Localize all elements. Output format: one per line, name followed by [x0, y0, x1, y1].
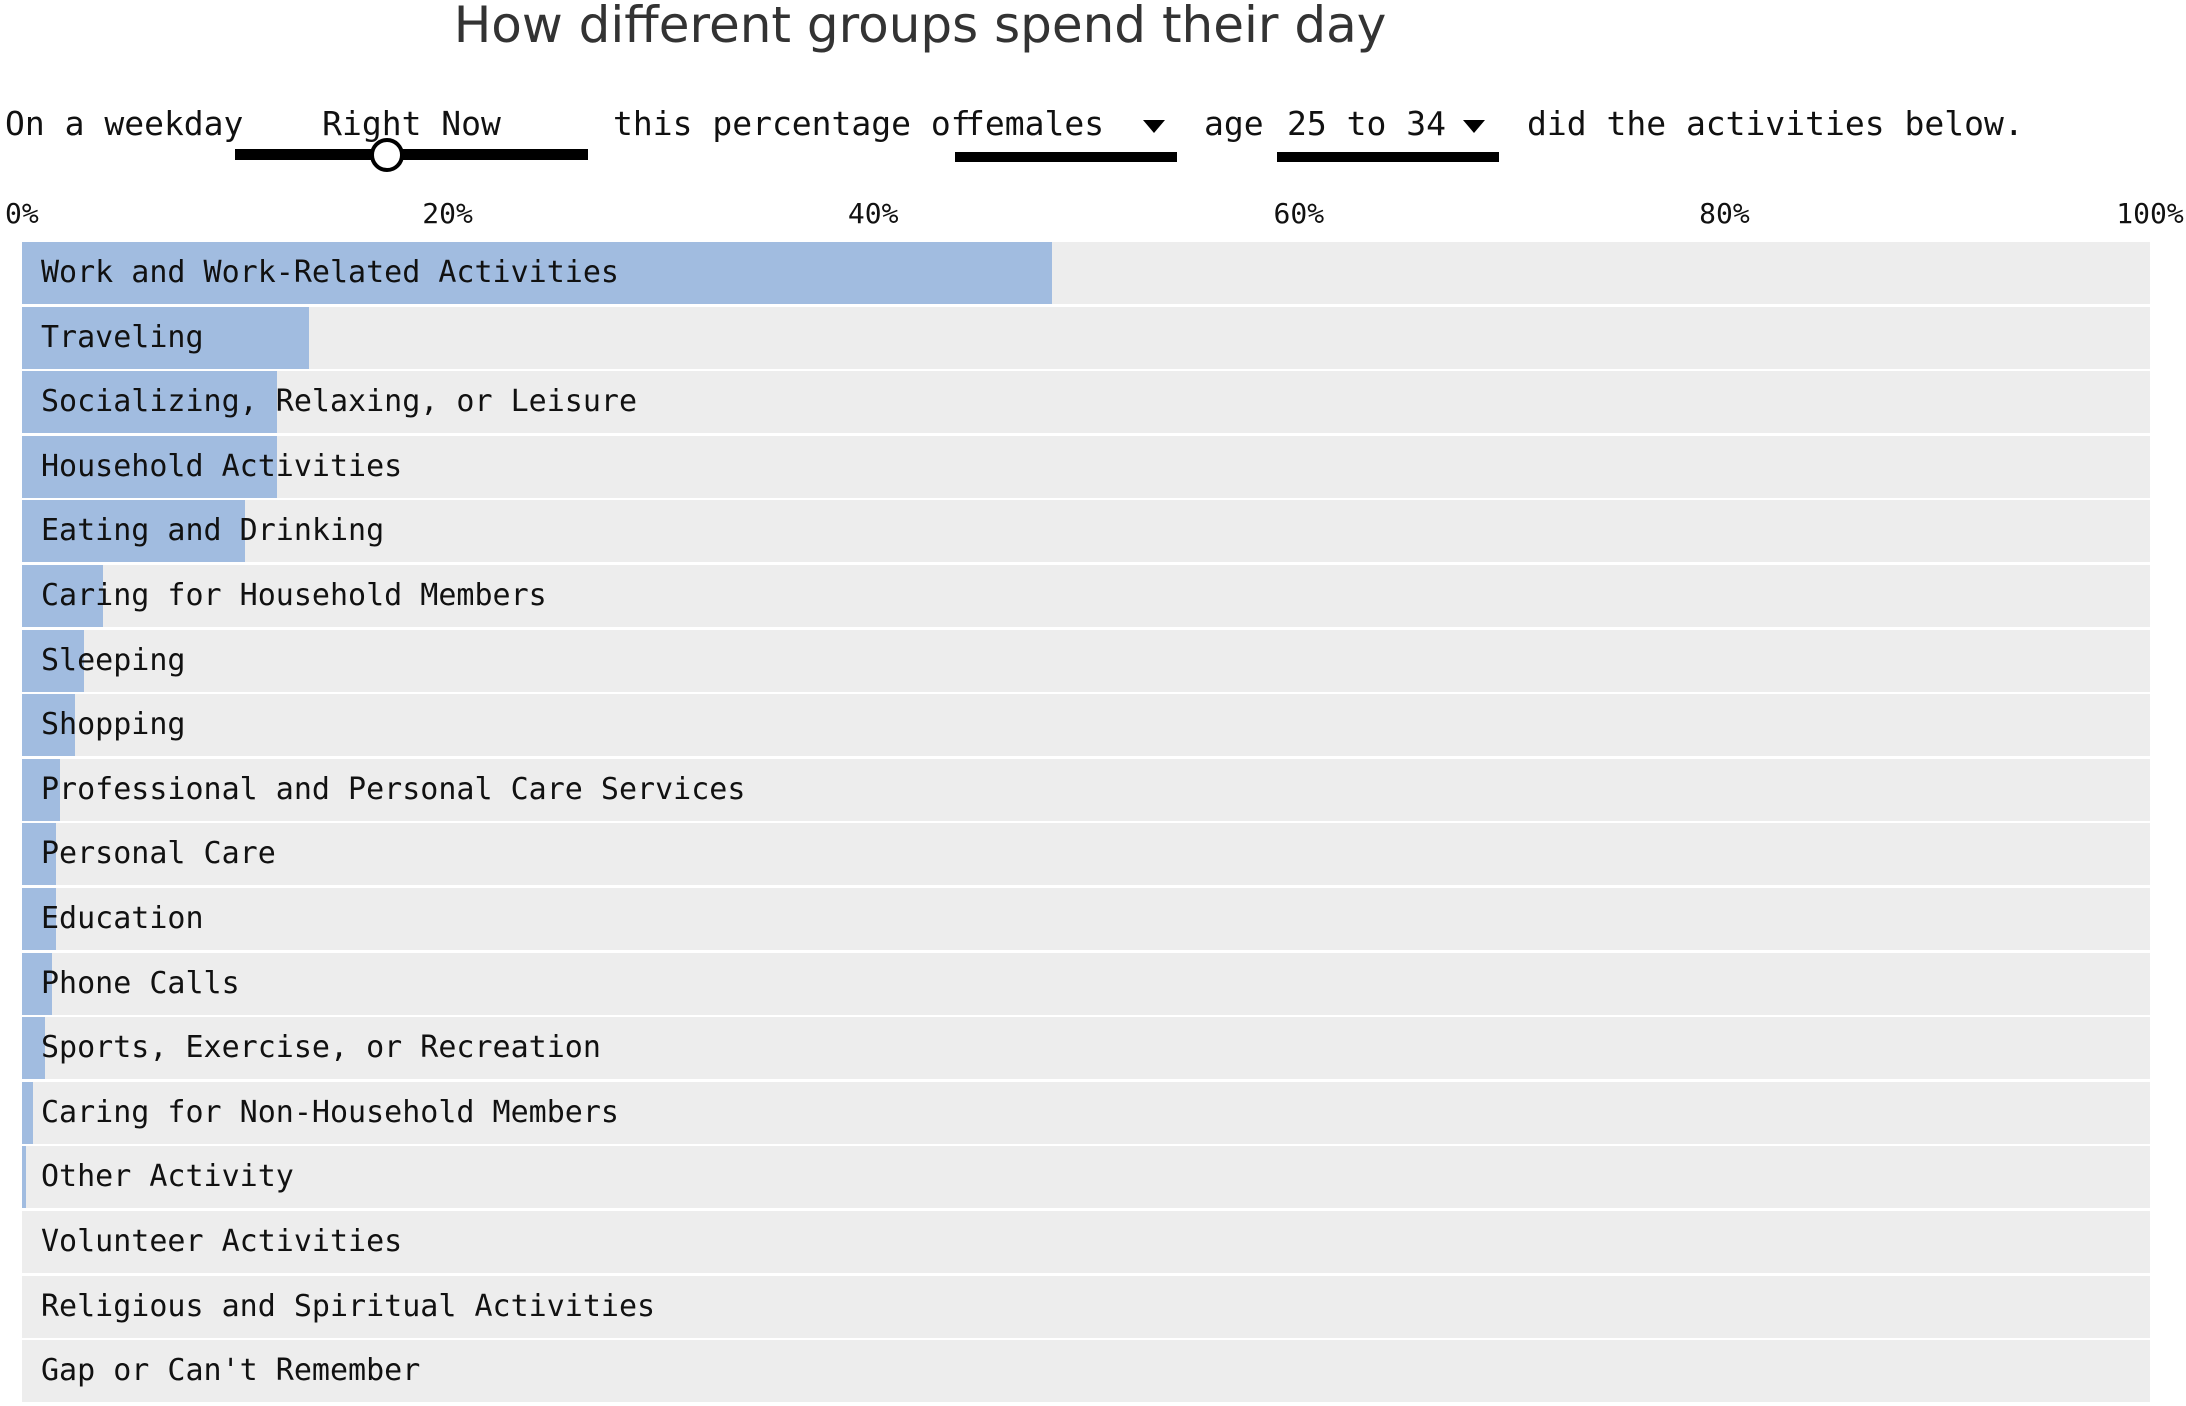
bar	[22, 1146, 27, 1209]
bar-row: Other Activity	[22, 1146, 2150, 1209]
category-label: Work and Work-Related Activities	[41, 255, 619, 290]
sentence-middle: this percentage of	[613, 104, 971, 143]
group-select[interactable]: females	[955, 100, 1177, 162]
x-tick-label: 20%	[422, 197, 473, 230]
age-select-value: 25 to 34	[1287, 104, 1446, 143]
x-tick-label: 40%	[847, 197, 899, 230]
category-label: Other Activity	[41, 1159, 294, 1195]
chart-title: How different groups spend their day	[453, 0, 1387, 54]
category-label: Phone Calls	[41, 965, 240, 1001]
bar	[22, 694, 76, 757]
bar	[22, 823, 57, 886]
bar-row: Volunteer Activities	[22, 1211, 2150, 1273]
bar-row: Traveling	[22, 306, 2150, 369]
category-label: Shopping	[41, 707, 186, 743]
bar	[22, 242, 1052, 304]
group-select-value: females	[965, 104, 1105, 143]
bar-row: Socializing, Relaxing, or Leisure	[22, 371, 2150, 434]
x-tick-label: 100%	[2116, 197, 2184, 230]
bar	[22, 500, 246, 563]
bar	[22, 629, 84, 692]
category-label: Education	[41, 901, 204, 936]
bar-row: Caring for Household Members	[22, 565, 2150, 627]
category-label: Religious and Spiritual Activities	[41, 1288, 656, 1324]
time-slider-track[interactable]	[235, 149, 588, 160]
sentence-prefix: On a weekday	[5, 104, 244, 143]
category-label: Gap or Can't Remember	[41, 1353, 421, 1389]
bar-row: Phone Calls	[22, 952, 2150, 1015]
bar	[22, 565, 103, 627]
bar-row: Household Activities	[22, 435, 2150, 498]
bar-row: Work and Work-Related Activities	[22, 242, 2150, 304]
bar	[22, 1081, 33, 1144]
category-label: Volunteer Activities	[41, 1224, 403, 1259]
time-slider-label: Right Now	[322, 104, 501, 143]
category-label: Eating and Drinking	[41, 513, 385, 549]
category-label: Sleeping	[41, 642, 186, 678]
category-label: Professional and Personal Care Services	[41, 771, 746, 807]
chevron-down-icon[interactable]	[1463, 120, 1485, 133]
bar	[22, 306, 310, 369]
bar	[22, 371, 278, 434]
bar-row: Gap or Can't Remember	[22, 1340, 2150, 1403]
sentence-age-prefix: age	[1204, 104, 1264, 143]
category-label: Household Activities	[41, 448, 403, 484]
time-slider-handle[interactable]	[369, 138, 404, 172]
category-label: Caring for Non-Household Members	[41, 1094, 619, 1130]
bar-row: Professional and Personal Care Services	[22, 758, 2150, 821]
bar-row: Caring for Non-Household Members	[22, 1081, 2150, 1144]
bar	[22, 435, 278, 498]
bar-row: Religious and Spiritual Activities	[22, 1275, 2150, 1338]
x-tick-label: 0%	[5, 197, 39, 230]
bar-row: Personal Care	[22, 823, 2150, 886]
bar-row: Eating and Drinking	[22, 500, 2150, 563]
category-label: Socializing, Relaxing, or Leisure	[41, 384, 638, 420]
bar	[22, 1017, 46, 1080]
age-select[interactable]: 25 to 34	[1277, 100, 1499, 162]
bar	[22, 952, 52, 1015]
x-tick-label: 60%	[1273, 197, 1325, 230]
group-select-underline	[955, 152, 1177, 162]
category-label: Personal Care	[41, 836, 276, 872]
bar	[22, 888, 57, 950]
bar-row: Education	[22, 888, 2150, 950]
bar-row: Sports, Exercise, or Recreation	[22, 1017, 2150, 1080]
sentence-suffix: did the activities below.	[1527, 104, 2024, 143]
bar-row: Shopping	[22, 694, 2150, 757]
category-label: Sports, Exercise, or Recreation	[41, 1030, 601, 1066]
category-label: Traveling	[41, 319, 204, 355]
bar	[22, 758, 61, 821]
age-select-underline	[1277, 152, 1499, 162]
chevron-down-icon[interactable]	[1143, 120, 1165, 133]
category-label: Caring for Household Members	[41, 578, 547, 613]
bar-row: Sleeping	[22, 629, 2150, 692]
x-tick-label: 80%	[1699, 197, 1750, 230]
